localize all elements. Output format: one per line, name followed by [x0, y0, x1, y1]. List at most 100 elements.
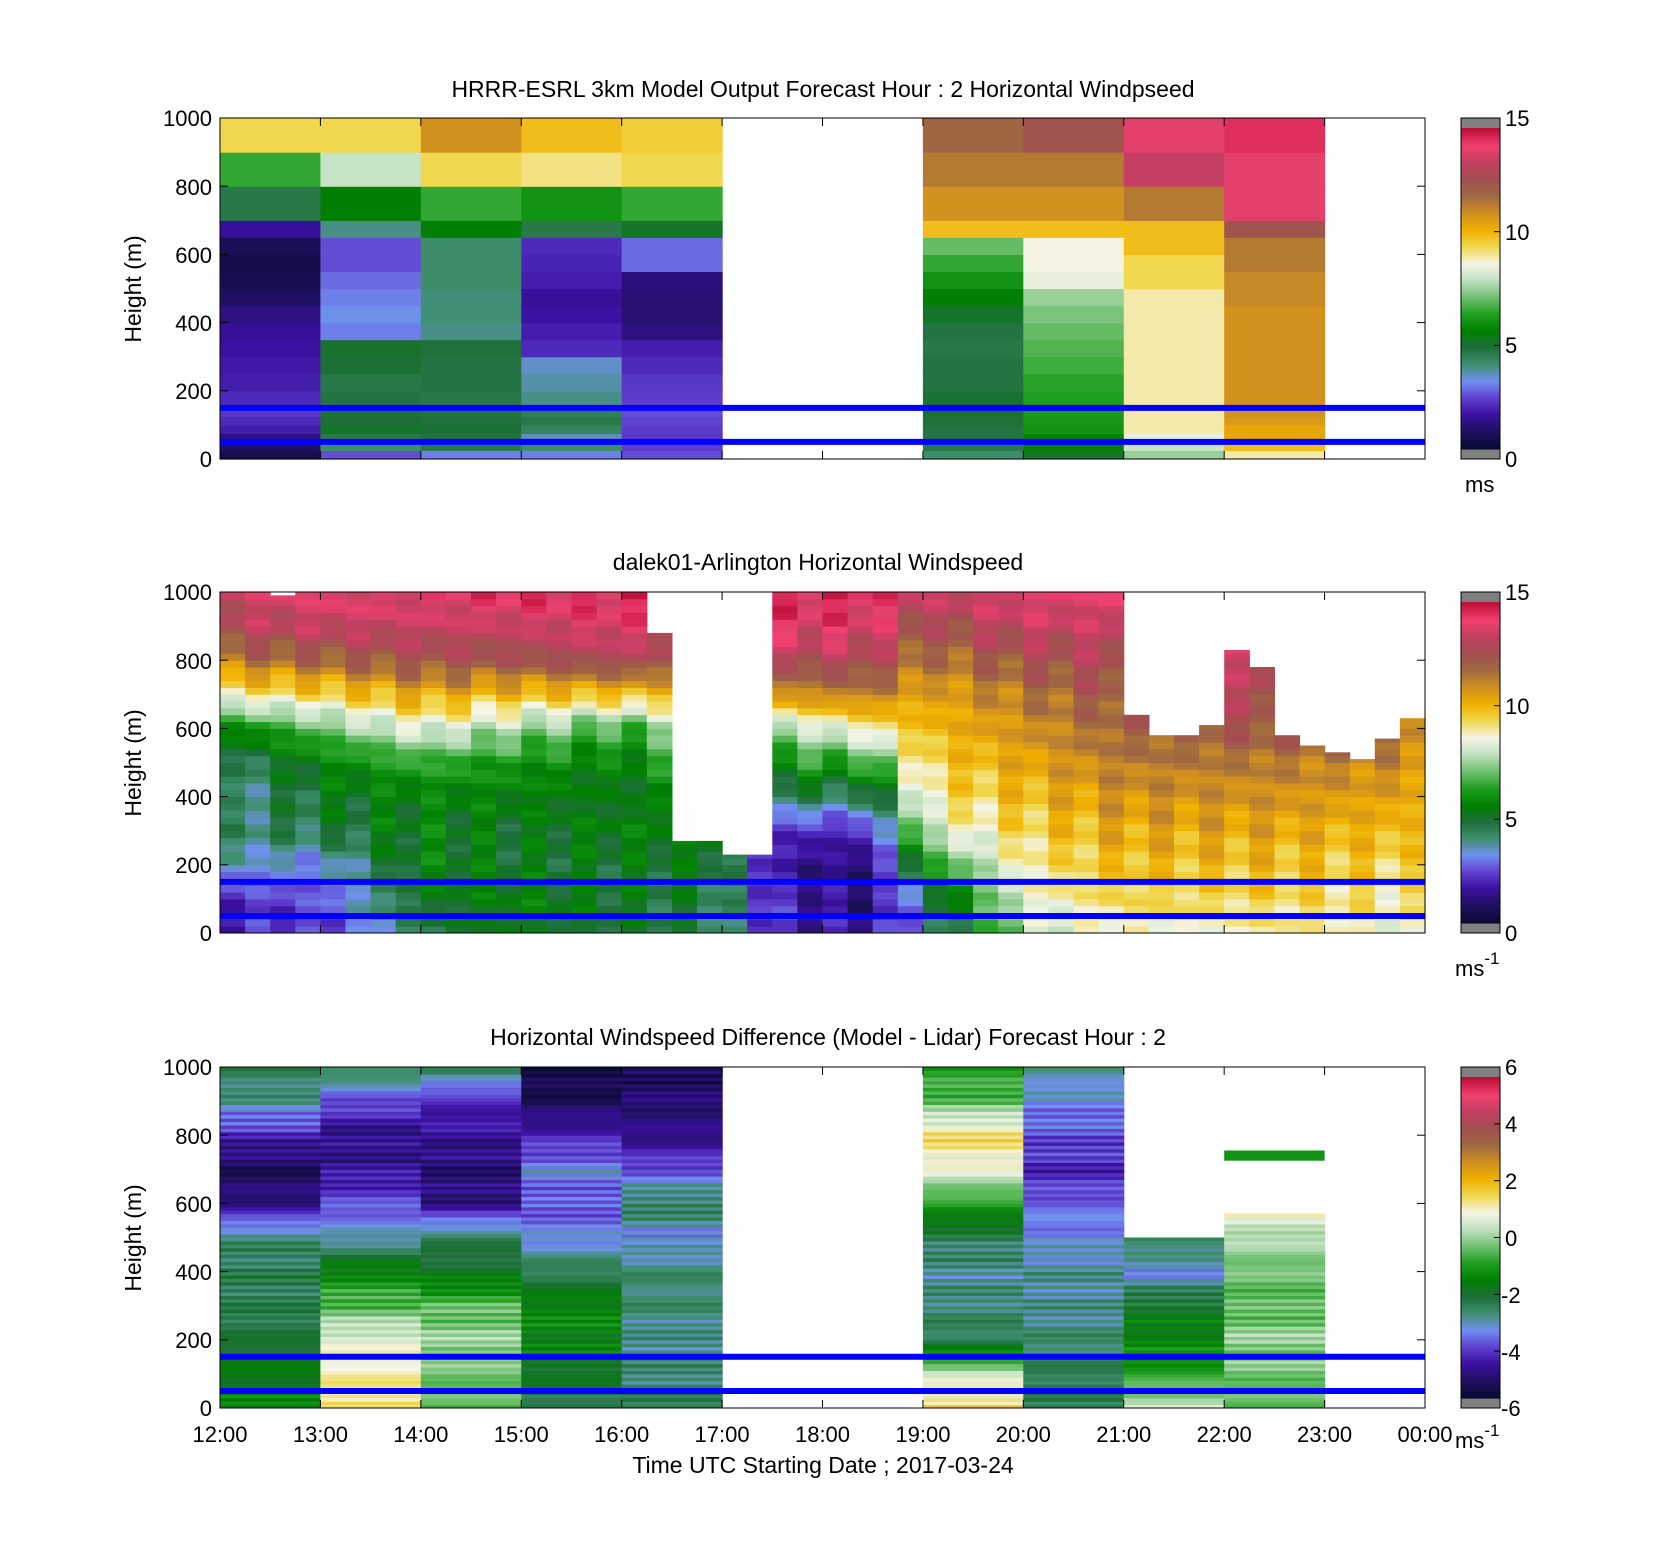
heatmap-cell	[1023, 1384, 1125, 1388]
heatmap-cell	[420, 152, 522, 187]
heatmap-cell	[320, 1281, 422, 1286]
heatmap-cell	[270, 926, 296, 934]
heatmap-cell	[998, 612, 1024, 620]
heatmap-cell	[1123, 1281, 1225, 1286]
heatmap-cell	[1148, 844, 1175, 852]
heatmap-cell	[973, 714, 999, 723]
colorbar-step	[1461, 272, 1500, 276]
colorbar-step	[1461, 169, 1500, 173]
heatmap-cell	[471, 680, 497, 688]
heatmap-cell	[596, 762, 623, 770]
heatmap-cell	[596, 728, 623, 736]
colorbar-step	[1461, 1274, 1500, 1278]
heatmap-cell	[420, 646, 447, 654]
heatmap-cell	[1123, 1251, 1225, 1255]
heatmap-cell	[546, 926, 573, 934]
colorbar-tick: 15	[1505, 580, 1529, 605]
colorbar-step	[1461, 1099, 1500, 1103]
heatmap-cell	[1299, 789, 1326, 798]
heatmap-cell	[621, 322, 723, 341]
heatmap-cell	[370, 680, 397, 688]
heatmap-cell	[245, 810, 271, 818]
heatmap-cell	[420, 305, 522, 324]
heatmap-cell	[420, 1251, 522, 1255]
heatmap-cell	[1023, 707, 1049, 716]
heatmap-cell	[872, 660, 899, 668]
heatmap-cell	[998, 605, 1024, 613]
heatmap-cell	[521, 687, 547, 695]
heatmap-cell	[420, 1084, 522, 1088]
colorbar-cap	[1461, 592, 1500, 602]
heatmap-cell	[1399, 905, 1426, 913]
heatmap-cell	[596, 919, 623, 927]
heatmap-cell	[471, 728, 497, 736]
heatmap-cell	[571, 707, 598, 716]
heatmap-cell	[1123, 1309, 1225, 1313]
heatmap-cell	[420, 1404, 522, 1409]
heatmap-cell	[471, 803, 497, 811]
heatmap-cell	[897, 885, 924, 893]
colorbar-step	[1461, 134, 1500, 138]
heatmap-cell	[646, 721, 673, 729]
colorbar-step	[1461, 430, 1500, 434]
heatmap-cell	[295, 783, 321, 791]
heatmap-cell	[420, 796, 447, 804]
heatmap-cell	[546, 776, 573, 784]
heatmap-cell	[797, 755, 824, 763]
heatmap-cell	[1224, 680, 1250, 688]
heatmap-cell	[320, 1067, 422, 1071]
heatmap-cell	[1098, 592, 1125, 600]
colorbar-step	[1461, 1168, 1500, 1172]
heatmap-cell	[722, 898, 748, 907]
colorbar-step	[1461, 920, 1500, 924]
heatmap-cell	[295, 885, 321, 893]
heatmap-cell	[445, 823, 472, 832]
heatmap-cell	[897, 619, 924, 627]
heatmap-cell	[922, 694, 949, 702]
heatmap-cell	[1123, 1271, 1225, 1276]
heatmap-cell	[1148, 810, 1175, 818]
heatmap-cell	[420, 1322, 522, 1327]
heatmap-cell	[471, 660, 497, 668]
heatmap-cell	[370, 858, 397, 866]
heatmap-cell	[1023, 1302, 1125, 1307]
heatmap-cell	[948, 898, 974, 907]
heatmap-cell	[621, 1295, 723, 1300]
heatmap-cell	[370, 598, 397, 607]
heatmap-cell	[822, 714, 849, 723]
colorbar-step	[1461, 1242, 1500, 1245]
colorbar-step	[1461, 895, 1500, 899]
heatmap-cell	[220, 1346, 321, 1351]
heatmap-cell	[1023, 776, 1049, 784]
heatmap-cell	[220, 1234, 321, 1238]
heatmap-cell	[646, 653, 673, 661]
heatmap-cell	[646, 892, 673, 900]
heatmap-cell	[295, 626, 321, 634]
heatmap-cell	[1023, 1234, 1125, 1238]
heatmap-cell	[1023, 1258, 1125, 1262]
colorbar-step	[1461, 387, 1500, 390]
heatmap-cell	[998, 667, 1024, 675]
heatmap-cell	[270, 919, 296, 927]
colorbar-step	[1461, 1251, 1500, 1255]
heatmap-cell	[621, 769, 648, 777]
heatmap-cell	[1224, 450, 1326, 460]
heatmap-cell	[1399, 783, 1426, 791]
heatmap-cell	[1023, 830, 1049, 838]
heatmap-cell	[1023, 646, 1049, 654]
colorbar-step	[1461, 325, 1500, 329]
heatmap-cell	[747, 858, 773, 866]
heatmap-cell	[1224, 687, 1250, 695]
heatmap-cell	[320, 254, 422, 272]
heatmap-cell	[521, 796, 547, 804]
heatmap-cell	[922, 271, 1024, 290]
heatmap-cell	[320, 632, 347, 641]
heatmap-cell	[1023, 871, 1049, 879]
heatmap-cell	[420, 851, 447, 859]
heatmap-cell	[1224, 1261, 1326, 1266]
heatmap-cell	[245, 742, 271, 750]
heatmap-cell	[220, 1360, 321, 1365]
heatmap-cell	[822, 769, 849, 777]
heatmap-cell	[571, 660, 598, 668]
heatmap-cell	[320, 721, 347, 729]
